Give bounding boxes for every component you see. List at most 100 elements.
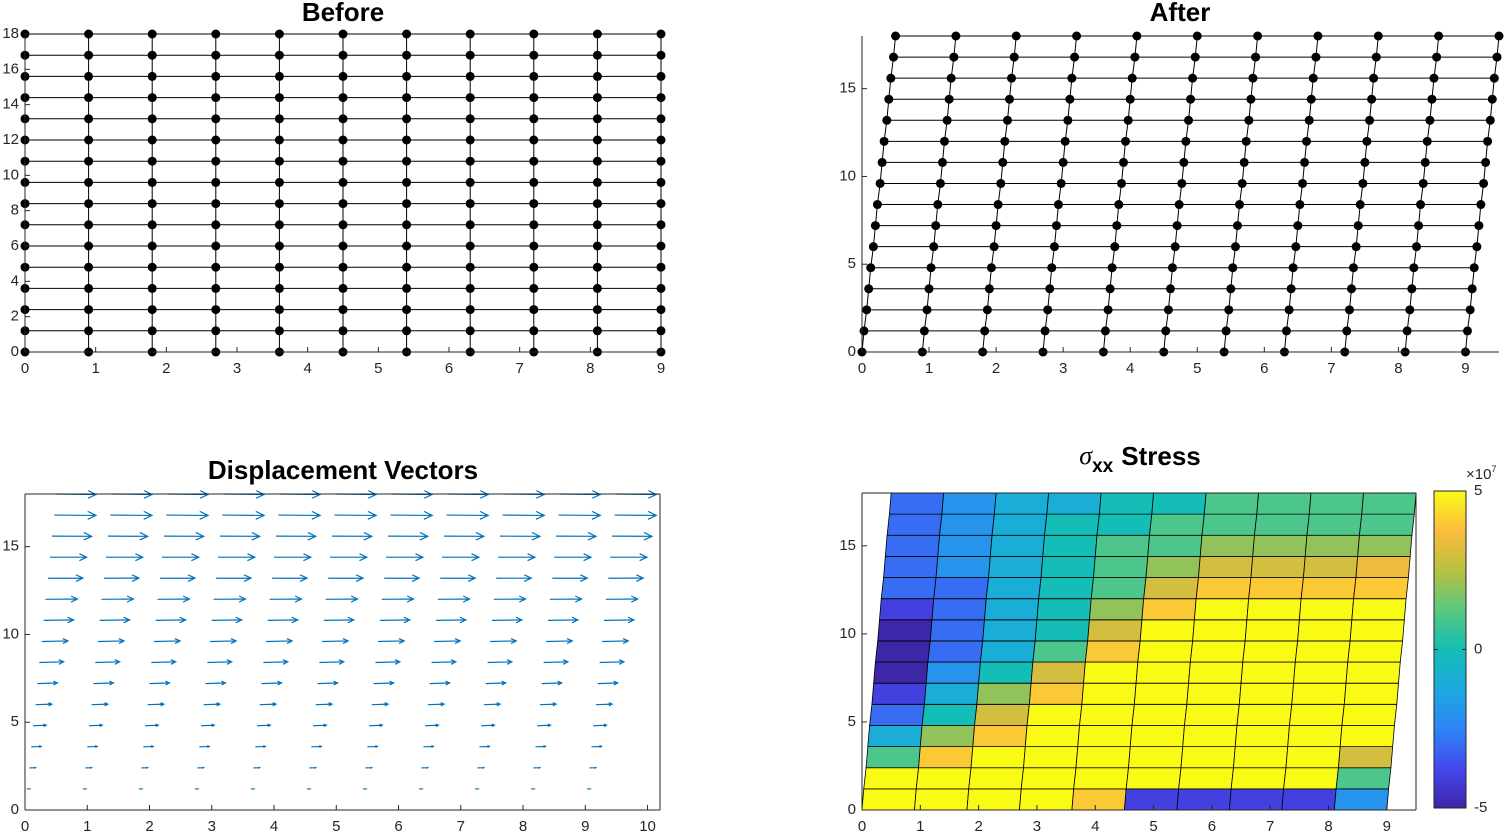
x-tick-label: 8 — [1394, 360, 1402, 377]
mesh-node — [147, 114, 157, 124]
displacement-arrow — [485, 680, 507, 686]
mesh-node — [656, 220, 666, 230]
displacement-arrow — [614, 510, 658, 520]
x-tick-label: 9 — [1461, 360, 1469, 377]
stress-cell — [1032, 640, 1089, 663]
mesh-node — [1127, 73, 1137, 83]
mesh-node — [211, 220, 221, 230]
stress-cell — [1030, 661, 1086, 684]
stress-cell — [979, 640, 1036, 663]
mesh-node — [866, 263, 876, 273]
displacement-arrow — [265, 637, 294, 645]
stress-cell — [976, 682, 1032, 705]
mesh-node — [868, 242, 878, 252]
mesh-node — [1184, 115, 1194, 125]
mesh-node — [147, 156, 157, 166]
colorbar-multiplier: ×107 — [1466, 464, 1496, 483]
stress-cell — [1289, 703, 1345, 726]
stress-cell — [1131, 703, 1188, 726]
displacement-arrow — [274, 553, 313, 562]
stress-cell — [1345, 661, 1401, 684]
stress-cell — [1303, 556, 1359, 578]
mesh-node — [84, 50, 94, 60]
mesh-node — [1161, 326, 1171, 336]
stress-cell — [884, 534, 940, 557]
mesh-node — [402, 50, 412, 60]
y-tick-label: 15 — [839, 537, 856, 554]
stress-cell — [1081, 682, 1137, 705]
stress-cell — [1096, 513, 1153, 536]
x-tick-label: 0 — [858, 360, 866, 377]
displacement-arrow — [375, 659, 402, 665]
mesh-node — [1163, 305, 1173, 315]
colorbar-multiplier-base: ×10 — [1466, 466, 1491, 483]
y-tick-label: 6 — [11, 237, 19, 254]
y-tick-label: 4 — [11, 272, 19, 289]
mesh-node — [211, 156, 221, 166]
mesh-node — [656, 241, 666, 251]
displacement-arrow — [91, 702, 110, 707]
mesh-node — [211, 262, 221, 272]
displacement-arrow — [49, 553, 89, 562]
y-tick-label: 0 — [848, 343, 856, 360]
x-tick-label: 8 — [519, 818, 527, 835]
stress-cell — [1128, 746, 1184, 769]
displacement-arrow — [423, 745, 435, 749]
displacement-arrow — [379, 616, 412, 624]
displacement-arrow — [161, 553, 201, 562]
displacement-arrow — [217, 553, 257, 562]
stress-cell — [1040, 556, 1096, 578]
mesh-node — [656, 262, 666, 272]
displacement-arrow — [104, 574, 141, 583]
y-tick-label: 10 — [839, 625, 856, 642]
displacement-arrow — [493, 595, 527, 603]
mesh-node — [1474, 221, 1484, 231]
stress-cell — [1038, 577, 1094, 600]
displacement-arrow — [163, 531, 206, 541]
stress-cell — [974, 703, 1030, 726]
mesh-node — [1058, 157, 1068, 167]
displacement-arrow — [381, 595, 415, 603]
stress-cell — [1145, 556, 1201, 578]
displacement-arrow — [558, 510, 602, 520]
mesh-column-line — [1163, 35, 1198, 353]
stress-cell — [1184, 703, 1240, 726]
displacement-arrow — [272, 574, 309, 583]
mesh-node — [1130, 52, 1140, 62]
x-tick-label: 5 — [374, 360, 382, 377]
mesh-node — [274, 241, 284, 251]
displacement-arrow — [29, 766, 37, 769]
mesh-node — [1306, 94, 1316, 104]
mesh-node — [926, 263, 936, 273]
x-tick-label: 2 — [162, 360, 170, 377]
stress-cell — [1195, 577, 1252, 600]
displacement-arrow — [531, 788, 536, 790]
stress-cell — [1087, 619, 1143, 642]
stress-cell — [984, 598, 1040, 621]
mesh-node — [592, 50, 602, 60]
mesh-node — [1434, 31, 1444, 41]
stress-cell — [1139, 619, 1195, 642]
mesh-node — [465, 326, 475, 336]
mesh-node — [1063, 115, 1073, 125]
displacement-arrow — [203, 702, 222, 707]
mesh-node — [1286, 284, 1296, 294]
displacement-arrow — [477, 766, 486, 769]
mesh-node — [656, 114, 666, 124]
stress-cell — [1129, 725, 1185, 747]
displacement-arrow — [435, 616, 468, 624]
x-tick-label: 4 — [1091, 818, 1099, 835]
mesh-node — [465, 241, 475, 251]
mesh-node — [1049, 242, 1059, 252]
mesh-node — [951, 31, 961, 41]
displacement-arrow — [250, 788, 256, 790]
mesh-node — [402, 93, 412, 103]
stress-cell — [1137, 640, 1194, 663]
stress-cell — [1093, 556, 1149, 578]
stress-cell — [1335, 767, 1392, 790]
displacement-arrow — [603, 616, 636, 624]
stress-cell — [1133, 682, 1190, 705]
displacement-arrow — [483, 702, 502, 707]
displacement-arrow — [442, 553, 481, 562]
